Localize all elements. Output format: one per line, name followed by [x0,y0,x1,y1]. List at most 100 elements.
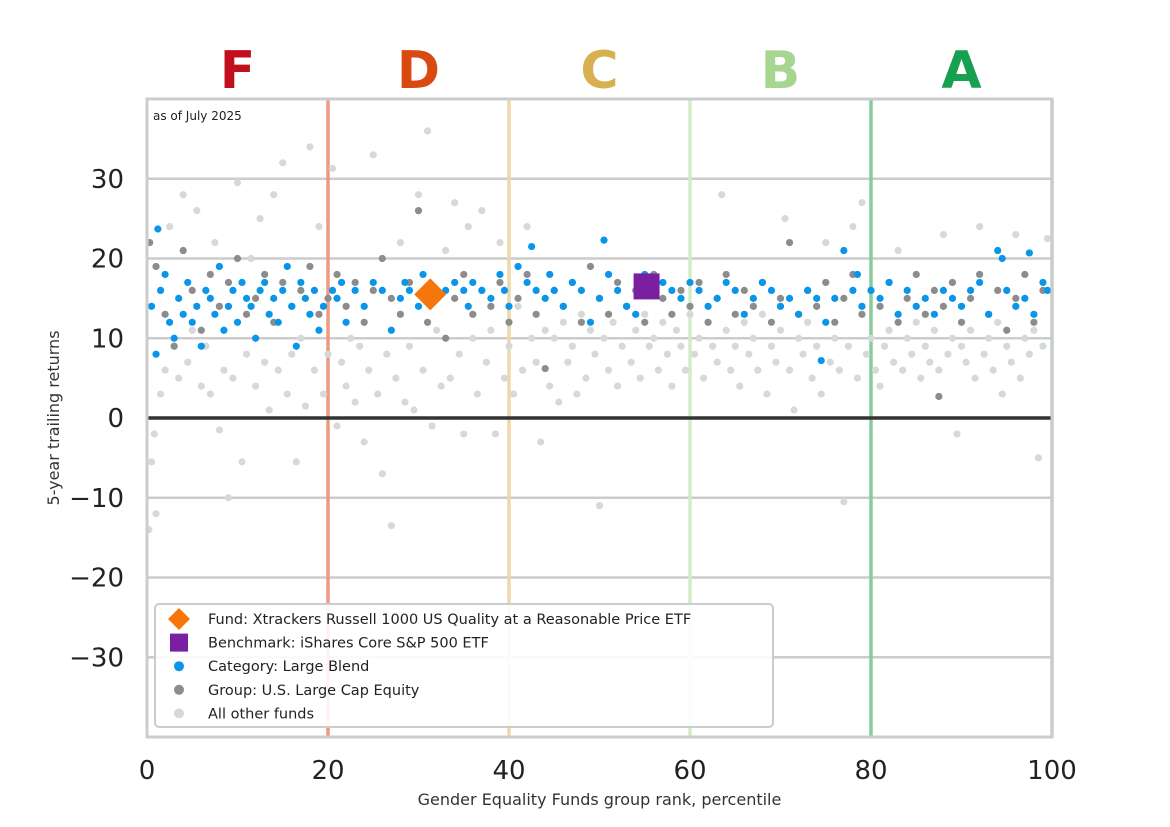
data-point [229,286,237,294]
data-point [709,342,717,350]
data-point [550,286,558,294]
data-point [559,318,567,326]
data-point [627,358,635,366]
data-point [758,310,767,318]
data-point [414,302,423,310]
data-point [754,366,762,374]
data-point [614,382,622,390]
data-point [342,318,350,326]
data-point [908,350,916,358]
data-point [930,326,938,334]
data-point [500,286,509,294]
data-point [360,318,368,326]
data-point [740,318,748,326]
data-point [636,374,644,382]
data-point [948,334,957,342]
data-point [985,310,993,318]
data-point [804,286,812,294]
y-tick-label: −10 [69,484,124,514]
data-point [1003,326,1011,334]
legend-label: All other funds [208,706,314,722]
data-point [1021,334,1029,342]
data-point [1012,230,1020,239]
data-point [840,498,848,506]
data-point [899,366,907,374]
data-point [1034,454,1043,462]
data-point [505,342,513,350]
data-point [822,278,830,287]
data-point [496,270,504,279]
data-point [500,374,509,382]
data-point [369,286,377,294]
data-point [147,458,156,466]
data-point [528,242,536,251]
data-point [577,310,586,318]
data-point [731,310,739,318]
data-point [509,390,518,398]
x-tick-label: 0 [139,756,156,786]
data-point [781,215,789,223]
data-point [1003,342,1011,350]
data-point [939,230,948,239]
data-point [301,294,309,302]
data-point [867,334,875,342]
data-point [537,438,545,446]
grade-label: B [761,41,801,101]
data-point [356,342,364,350]
data-points [145,127,1052,534]
data-point [944,350,952,358]
data-point [727,366,735,374]
data-point [1030,318,1038,326]
data-point [618,342,626,350]
data-point [831,294,839,302]
data-point [283,390,291,398]
data-point [206,294,214,302]
data-point [645,342,653,350]
data-point [184,358,192,366]
data-point [197,326,205,334]
data-point [175,294,183,302]
data-point [487,302,495,310]
data-point [885,326,893,334]
data-point [242,310,251,318]
grade-label: A [941,41,981,101]
data-point [428,422,436,430]
data-point [641,318,649,326]
plot-border [145,97,1054,739]
data-point [487,294,495,302]
data-point [396,294,404,302]
data-point [460,286,468,294]
data-point [523,270,531,279]
data-point [935,366,943,374]
data-point [586,318,595,326]
data-point [242,350,251,358]
data-point [333,294,341,302]
data-point [315,310,323,318]
data-point [604,310,613,318]
data-point [469,310,477,318]
data-point [193,302,201,310]
data-point [659,294,667,302]
grade-label: F [220,41,256,101]
x-tick-label: 20 [311,756,344,786]
data-point [976,270,984,279]
data-point [473,390,481,398]
data-point [713,358,721,366]
y-tick-label: 30 [91,165,124,195]
legend-benchmark-icon [170,633,188,652]
data-point [337,278,346,287]
data-point [392,374,400,382]
data-point [464,223,472,231]
data-point [695,278,703,287]
legend-label: Fund: Xtrackers Russell 1000 US Quality … [208,612,691,628]
data-point [1039,342,1047,350]
data-point [378,254,386,263]
data-point [795,310,803,318]
data-point [310,286,319,294]
legend-label: Group: U.S. Large Cap Equity [208,683,420,699]
data-point [994,246,1002,255]
data-point [813,294,821,302]
data-point [460,270,468,279]
data-point [1012,294,1020,302]
